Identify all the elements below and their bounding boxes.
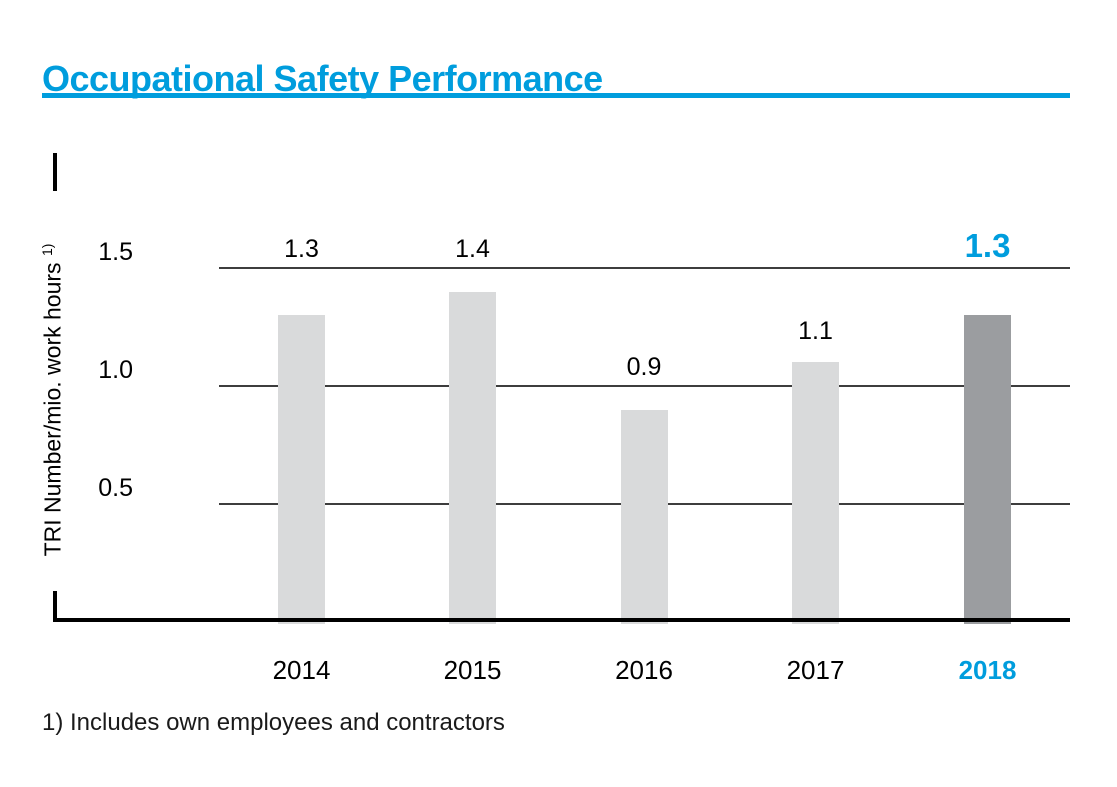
value-label-2014: 1.3 [284, 235, 319, 263]
gridline-1.0 [219, 385, 1070, 387]
y-axis-title: TRI Number/mio. work hours 1) [39, 210, 69, 590]
y-tick-label-1.5: 1.5 [98, 238, 133, 266]
title-underline [42, 93, 1070, 98]
x-axis-line [53, 618, 1070, 622]
value-label-2017: 1.1 [798, 317, 833, 345]
footnote: 1) Includes own employees and contractor… [42, 709, 505, 736]
y-axis-title-text: TRI Number/mio. work hours [39, 262, 66, 557]
value-label-2015: 1.4 [455, 235, 490, 263]
x-label-2014: 2014 [272, 655, 331, 685]
gridline-1.5 [219, 267, 1070, 269]
page-title: Occupational Safety Performance [42, 58, 603, 100]
x-label-2015: 2015 [443, 655, 502, 685]
bar-2016 [620, 410, 668, 624]
y-axis-bottom-segment [53, 591, 57, 619]
value-label-2016: 0.9 [626, 353, 662, 381]
y-axis-top-segment [53, 153, 57, 191]
x-label-2016: 2016 [615, 655, 673, 685]
bar-2015 [449, 292, 496, 624]
value-label-2018: 1.3 [964, 227, 1011, 264]
bar-2014 [278, 315, 325, 624]
y-tick-label-1.0: 1.0 [98, 356, 133, 384]
bar-2018 [964, 315, 1011, 624]
x-label-2018: 2018 [958, 655, 1017, 685]
x-label-2017: 2017 [786, 655, 845, 685]
y-tick-label-0.5: 0.5 [98, 474, 133, 502]
bar-2017 [792, 362, 839, 624]
